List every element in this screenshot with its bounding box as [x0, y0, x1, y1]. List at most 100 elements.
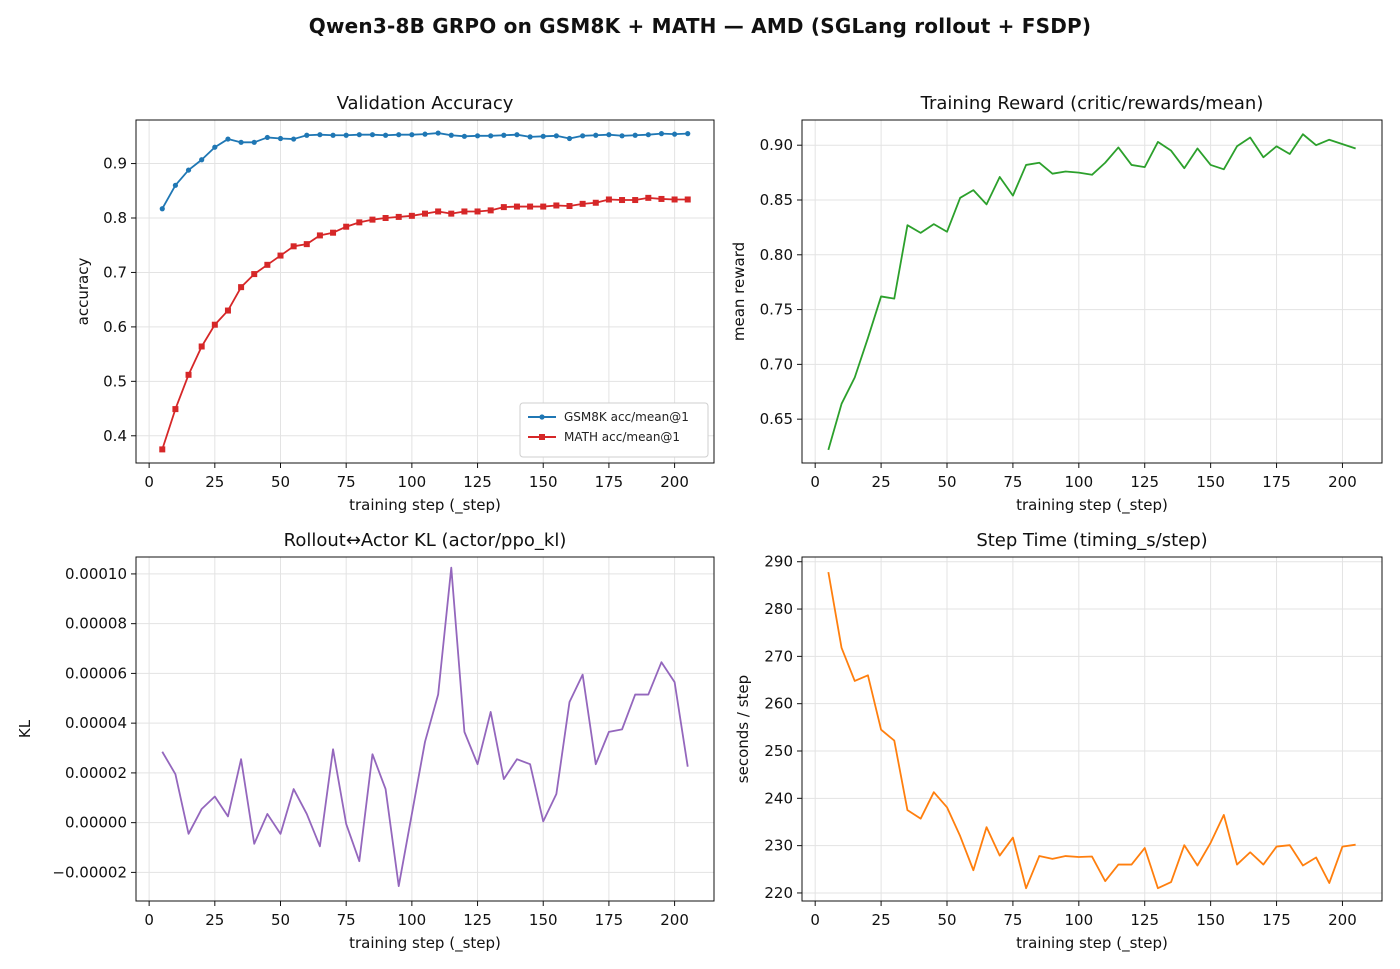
data-point — [435, 130, 441, 136]
data-point — [290, 243, 297, 250]
data-point — [553, 133, 559, 139]
legend-label: MATH acc/mean@1 — [564, 430, 680, 444]
gsm8k-acc-mean-1-series — [159, 130, 691, 212]
data-point — [448, 132, 454, 138]
x-tick-label: 25 — [205, 473, 224, 491]
y-tick-label: 260 — [764, 695, 793, 713]
data-point — [277, 252, 284, 259]
y-tick-label: 0.70 — [760, 355, 793, 373]
y-tick-label: 0.00004 — [65, 714, 127, 732]
data-point — [238, 139, 244, 145]
kl-series — [161, 566, 689, 887]
x-tick-label: 0 — [810, 473, 820, 491]
data-point — [251, 139, 257, 145]
data-point — [185, 371, 192, 378]
y-tick-label: −0.00002 — [52, 863, 127, 881]
x-tick-label: 150 — [1196, 911, 1225, 929]
data-point — [395, 213, 402, 220]
x-tick-label: 50 — [271, 473, 290, 491]
step_time-x-axis-label: training step (_step) — [1016, 934, 1168, 953]
legend-box — [519, 402, 709, 458]
data-point — [330, 132, 336, 138]
data-point — [159, 446, 166, 453]
step_time-y-axis-label: seconds / step — [734, 675, 752, 783]
step_time-series — [827, 571, 1356, 890]
kl-y-axis-label: KL — [16, 719, 34, 738]
data-point — [264, 134, 270, 141]
x-tick-label: 200 — [1328, 473, 1357, 491]
data-point — [224, 307, 231, 314]
data-point — [172, 406, 179, 413]
data-point — [159, 206, 165, 212]
x-tick-label: 150 — [529, 473, 558, 491]
data-point — [343, 132, 349, 138]
train_reward-title: Training Reward (critic/rewards/mean) — [920, 93, 1264, 114]
val_acc-x-axis-label: training step (_step) — [349, 496, 501, 515]
x-tick-label: 0 — [144, 911, 154, 929]
data-point — [685, 131, 691, 137]
y-tick-label: 0.00010 — [65, 565, 127, 583]
data-point — [474, 208, 481, 215]
x-tick-label: 75 — [337, 473, 356, 491]
data-point — [474, 133, 481, 139]
data-point — [501, 132, 507, 138]
data-point — [645, 194, 652, 201]
data-point — [500, 204, 507, 211]
data-point — [435, 208, 442, 215]
y-tick-label: 240 — [764, 789, 793, 807]
data-point — [448, 210, 455, 217]
x-tick-label: 175 — [595, 911, 624, 929]
data-point — [369, 216, 376, 223]
x-tick-label: 200 — [660, 473, 689, 491]
x-tick-label: 125 — [463, 473, 492, 491]
val_acc-y-axis-label: accuracy — [74, 258, 92, 326]
x-tick-label: 100 — [1064, 473, 1093, 491]
data-point — [593, 132, 599, 138]
data-point — [684, 196, 691, 203]
series-line — [161, 566, 689, 887]
data-point — [422, 131, 428, 137]
data-point — [316, 232, 323, 239]
y-tick-label: 0.65 — [760, 410, 793, 428]
x-tick-label: 75 — [1003, 911, 1022, 929]
data-point — [566, 203, 573, 210]
x-tick-label: 75 — [337, 911, 356, 929]
x-tick-label: 50 — [937, 473, 956, 491]
data-point — [513, 203, 520, 210]
y-tick-label: 270 — [764, 647, 793, 665]
x-tick-label: 100 — [398, 911, 427, 929]
y-tick-label: 0.9 — [103, 155, 127, 173]
data-point — [172, 182, 179, 188]
x-tick-label: 150 — [1196, 473, 1225, 491]
data-point — [225, 136, 231, 142]
data-point — [422, 210, 428, 217]
data-point — [382, 215, 389, 221]
data-point — [580, 133, 586, 139]
data-point — [553, 202, 560, 209]
data-point — [619, 197, 626, 204]
data-point — [304, 132, 310, 138]
x-tick-label: 175 — [595, 473, 624, 491]
data-point — [514, 132, 520, 138]
y-tick-label: 0.4 — [103, 427, 127, 445]
data-point — [409, 132, 415, 138]
y-tick-label: 0.80 — [760, 246, 793, 264]
x-tick-label: 25 — [205, 911, 224, 929]
x-tick-label: 125 — [463, 911, 492, 929]
data-point — [619, 133, 625, 139]
data-point — [408, 212, 415, 219]
data-point — [487, 207, 494, 214]
x-tick-label: 0 — [144, 473, 154, 491]
x-tick-label: 75 — [1003, 473, 1022, 491]
y-tick-label: 0.00006 — [65, 664, 127, 682]
x-tick-label: 50 — [271, 911, 290, 929]
train_reward-y-axis-label: mean reward — [730, 242, 748, 341]
data-point — [579, 200, 586, 207]
val_acc-axes-frame — [135, 119, 715, 464]
y-tick-label: 0.00008 — [65, 615, 127, 633]
x-tick-label: 50 — [937, 911, 956, 929]
x-tick-label: 200 — [660, 911, 689, 929]
data-point — [488, 133, 494, 139]
